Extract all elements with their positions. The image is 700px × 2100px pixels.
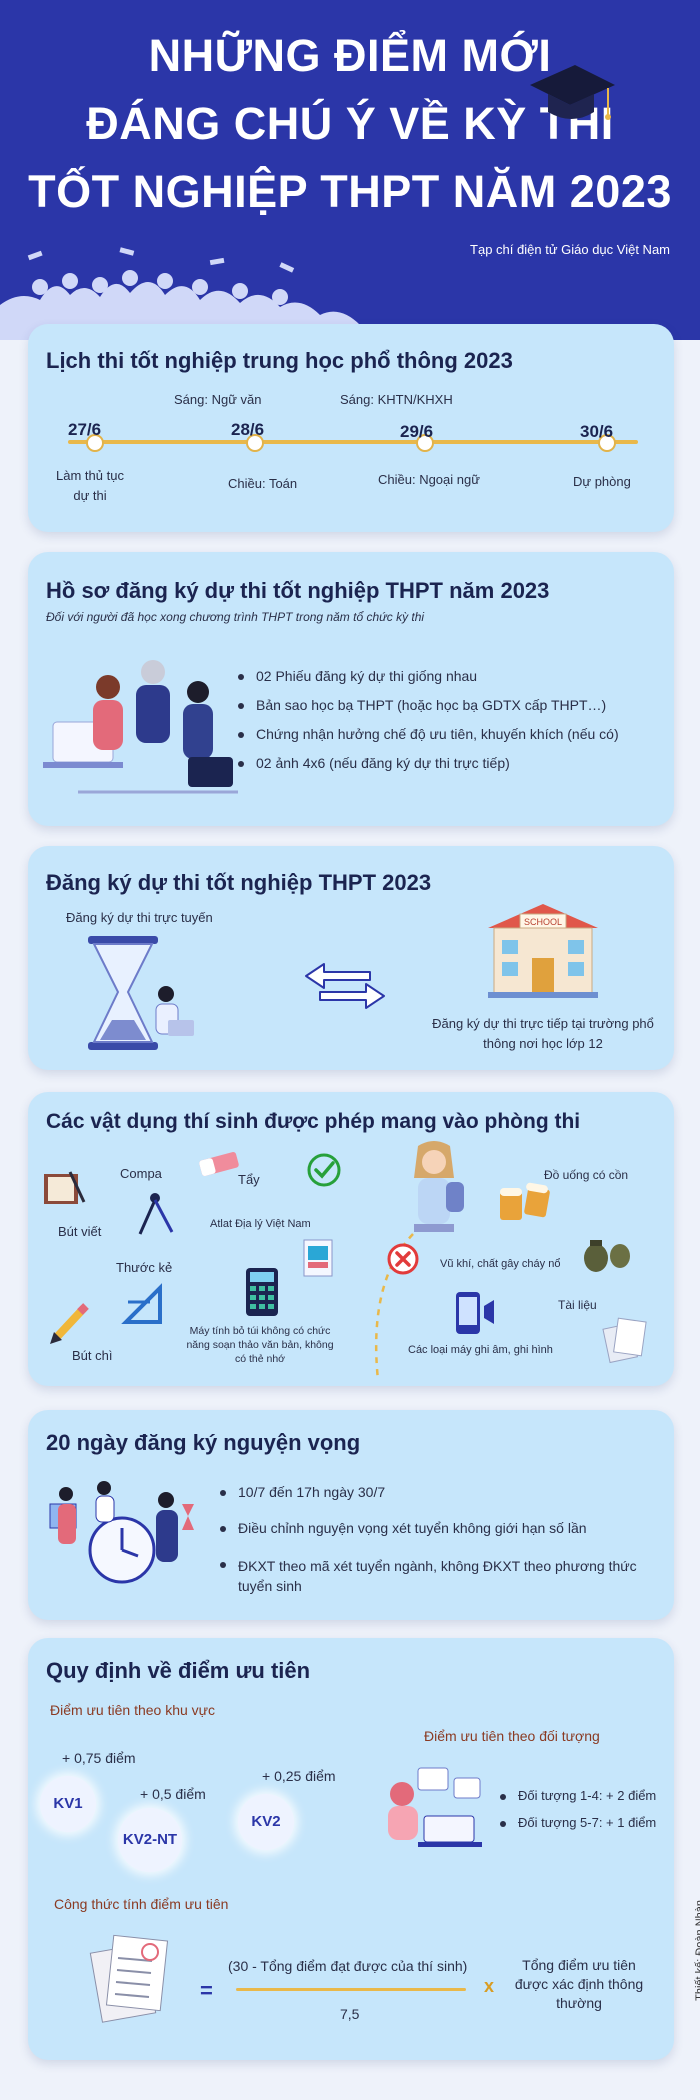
eraser-icon [199,1152,239,1176]
girl-student-illustration [414,1141,464,1232]
date-30-6: 30/6 [580,422,614,441]
timeline-dot [86,434,104,452]
label-tay: Tẩy [238,1172,260,1187]
label-thuoc-ke: Thước kẻ [116,1260,173,1275]
timeline-line [68,440,638,444]
notebook-pen-icon [44,1171,86,1204]
date-27-6: 27/6 [68,420,102,439]
date-29-6: 29/6 [400,422,434,441]
wishes-list: 10/7 đến 17h ngày 30/7 Điều chỉnh nguyện… [220,1484,650,1596]
dossier-card: Hồ sơ đăng ký dự thi tốt nghiệp THPT năm… [28,552,674,826]
label-but-chi: Bút chì [72,1348,113,1363]
ruler-triangle-icon [121,1283,162,1324]
timeline-dot [598,434,616,452]
kv1-points: + 0,75 điểm [62,1750,136,1766]
label-may-ghi-am: Các loại máy ghi âm, ghi hình [408,1344,553,1356]
exchange-arrows-icon [305,963,385,1009]
object-heading: Điểm ưu tiên theo đối tượng [424,1728,600,1744]
designer-credit: Thiết kế: Đoàn Nhàn [694,1900,700,2001]
label-vu-khi: Vũ khí, chất gây cháy nổ [440,1258,561,1270]
equals-sign: = [200,1978,213,2003]
label-but-viet: Bút viết [58,1224,102,1239]
label-tai-lieu: Tài liệu [558,1298,597,1312]
label-compa: Compa [120,1166,162,1181]
dossier-item: 02 ảnh 4x6 (nếu đăng ký dự thi trực tiếp… [238,755,658,771]
label-may-tinh: Máy tính bỏ túi không có chức năng soạn … [186,1325,334,1365]
atlas-book-icon [303,1239,333,1277]
calculator-icon [246,1268,278,1316]
formula-result: Tổng điểm ưu tiên được xác định thông th… [514,1957,644,2011]
wishes-point: 10/7 đến 17h ngày 30/7 [220,1484,650,1500]
kv1-badge: KV1 [40,1776,96,1832]
kv2-badge: KV2 [238,1794,294,1850]
schedule-title: Lịch thi tốt nghiệp trung học phổ thông … [46,348,513,373]
kv2nt-points: + 0,5 điểm [140,1786,206,1802]
formula-denominator: 7,5 [340,2006,360,2022]
register-online-label: Đăng ký dự thi trực tuyến [66,910,213,925]
pencil-icon [50,1303,89,1344]
kv2-points: + 0,25 điểm [262,1768,336,1784]
kv2nt-badge: KV2-NT [118,1808,182,1872]
timeline-dot [416,434,434,452]
wishes-point: ĐKXT theo mã xét tuyển ngành, không ĐKXT… [220,1556,650,1596]
header-banner: NHỮNG ĐIỂM MỚI ĐÁNG CHÚ Ý VỀ KỲ THI TỐT … [0,0,700,340]
object-list: Đối tượng 1-4: + 2 điểm Đối tượng 5-7: +… [500,1788,674,1830]
wishes-title: 20 ngày đăng ký nguyện vọng [46,1430,361,1455]
papers-stack-icon [89,1934,169,2023]
school-sign: SCHOOL [524,917,562,927]
dossier-item: 02 Phiếu đăng ký dự thi giống nhau [238,668,658,684]
source-label: Tạp chí điện tử Giáo dục Việt Nam [470,242,670,257]
label-atlat: Atlat Địa lý Việt Nam [210,1218,311,1230]
fraction-bar [236,1988,466,1991]
phone-recorder-icon [456,1292,494,1334]
hourglass-illustration [88,936,194,1050]
label-do-uong: Đồ uống có cồn [544,1168,629,1182]
allowed-items-card: Các vật dụng thí sinh được phép mang vào… [28,1092,674,1386]
dossier-list: 02 Phiếu đăng ký dự thi giống nhau Bản s… [238,668,658,771]
dossier-item: Chứng nhận hưởng chế độ ưu tiên, khuyến … [238,726,658,742]
schedule-below-30: Dự phòng [573,474,631,489]
dossier-subtitle: Đối với người đã học xong chương trình T… [46,610,425,624]
register-offline-label: Đăng ký dự thi trực tiếp tại trường phổ … [432,1016,654,1051]
allowed-items-title: Các vật dụng thí sinh được phép mang vào… [46,1110,581,1133]
dossier-item: Bản sao học bạ THPT (hoặc học bạ GDTX cấ… [238,697,658,713]
wishes-point: Điều chỉnh nguyện vọng xét tuyển không g… [220,1520,650,1536]
priority-card: Quy định về điểm ưu tiên Điểm ưu tiên th… [28,1638,674,2060]
area-heading: Điểm ưu tiên theo khu vực [50,1702,216,1718]
woman-laptop-illustration [388,1767,482,1847]
beer-mugs-icon [500,1182,550,1220]
title-line-3: TỐT NGHIỆP THPT NĂM 2023 [28,166,672,217]
formula-numerator: (30 - Tổng điểm đạt được của thí sinh) [228,1958,468,1974]
timeline-dot [246,434,264,452]
title-line-2: ĐÁNG CHÚ Ý VỀ KỲ THI [86,98,614,149]
schedule-above-28: Sáng: Ngữ văn [174,392,262,407]
grenade-weapon-icon [584,1240,630,1272]
date-28-6: 28/6 [231,420,265,439]
register-card: Đăng ký dự thi tốt nghiệp THPT 2023 Đăng… [28,846,674,1070]
clock-people-illustration [49,1481,194,1584]
register-title: Đăng ký dự thi tốt nghiệp THPT 2023 [46,870,432,895]
schedule-card: Lịch thi tốt nghiệp trung học phổ thông … [28,324,674,532]
schedule-below-27: Làm thủ tục dự thi [56,468,124,503]
documents-icon [602,1317,647,1364]
dossier-title: Hồ sơ đăng ký dự thi tốt nghiệp THPT năm… [46,578,550,603]
object-point: Đối tượng 5-7: + 1 điểm [500,1815,674,1830]
schedule-above-29: Sáng: KHTN/KHXH [340,392,453,407]
school-building-icon: SCHOOL [488,904,598,998]
title-line-1: NHỮNG ĐIỂM MỚI [148,30,552,81]
multiply-sign: x [484,1976,495,1996]
schedule-below-28: Chiều: Toán [228,476,298,491]
checkmark-icon [307,1153,341,1187]
schedule-below-29: Chiều: Ngoại ngữ [378,472,480,487]
wishes-card: 20 ngày đăng ký nguyện vọng 10/7 đến 17h… [28,1410,674,1620]
compass-icon [138,1193,174,1235]
priority-title: Quy định về điểm ưu tiên [46,1658,311,1683]
prohibited-x-icon [387,1243,419,1275]
graduation-cap-icon [530,65,615,120]
people-working-illustration [43,660,238,794]
formula-heading: Công thức tính điểm ưu tiên [54,1896,229,1912]
object-point: Đối tượng 1-4: + 2 điểm [500,1788,674,1803]
